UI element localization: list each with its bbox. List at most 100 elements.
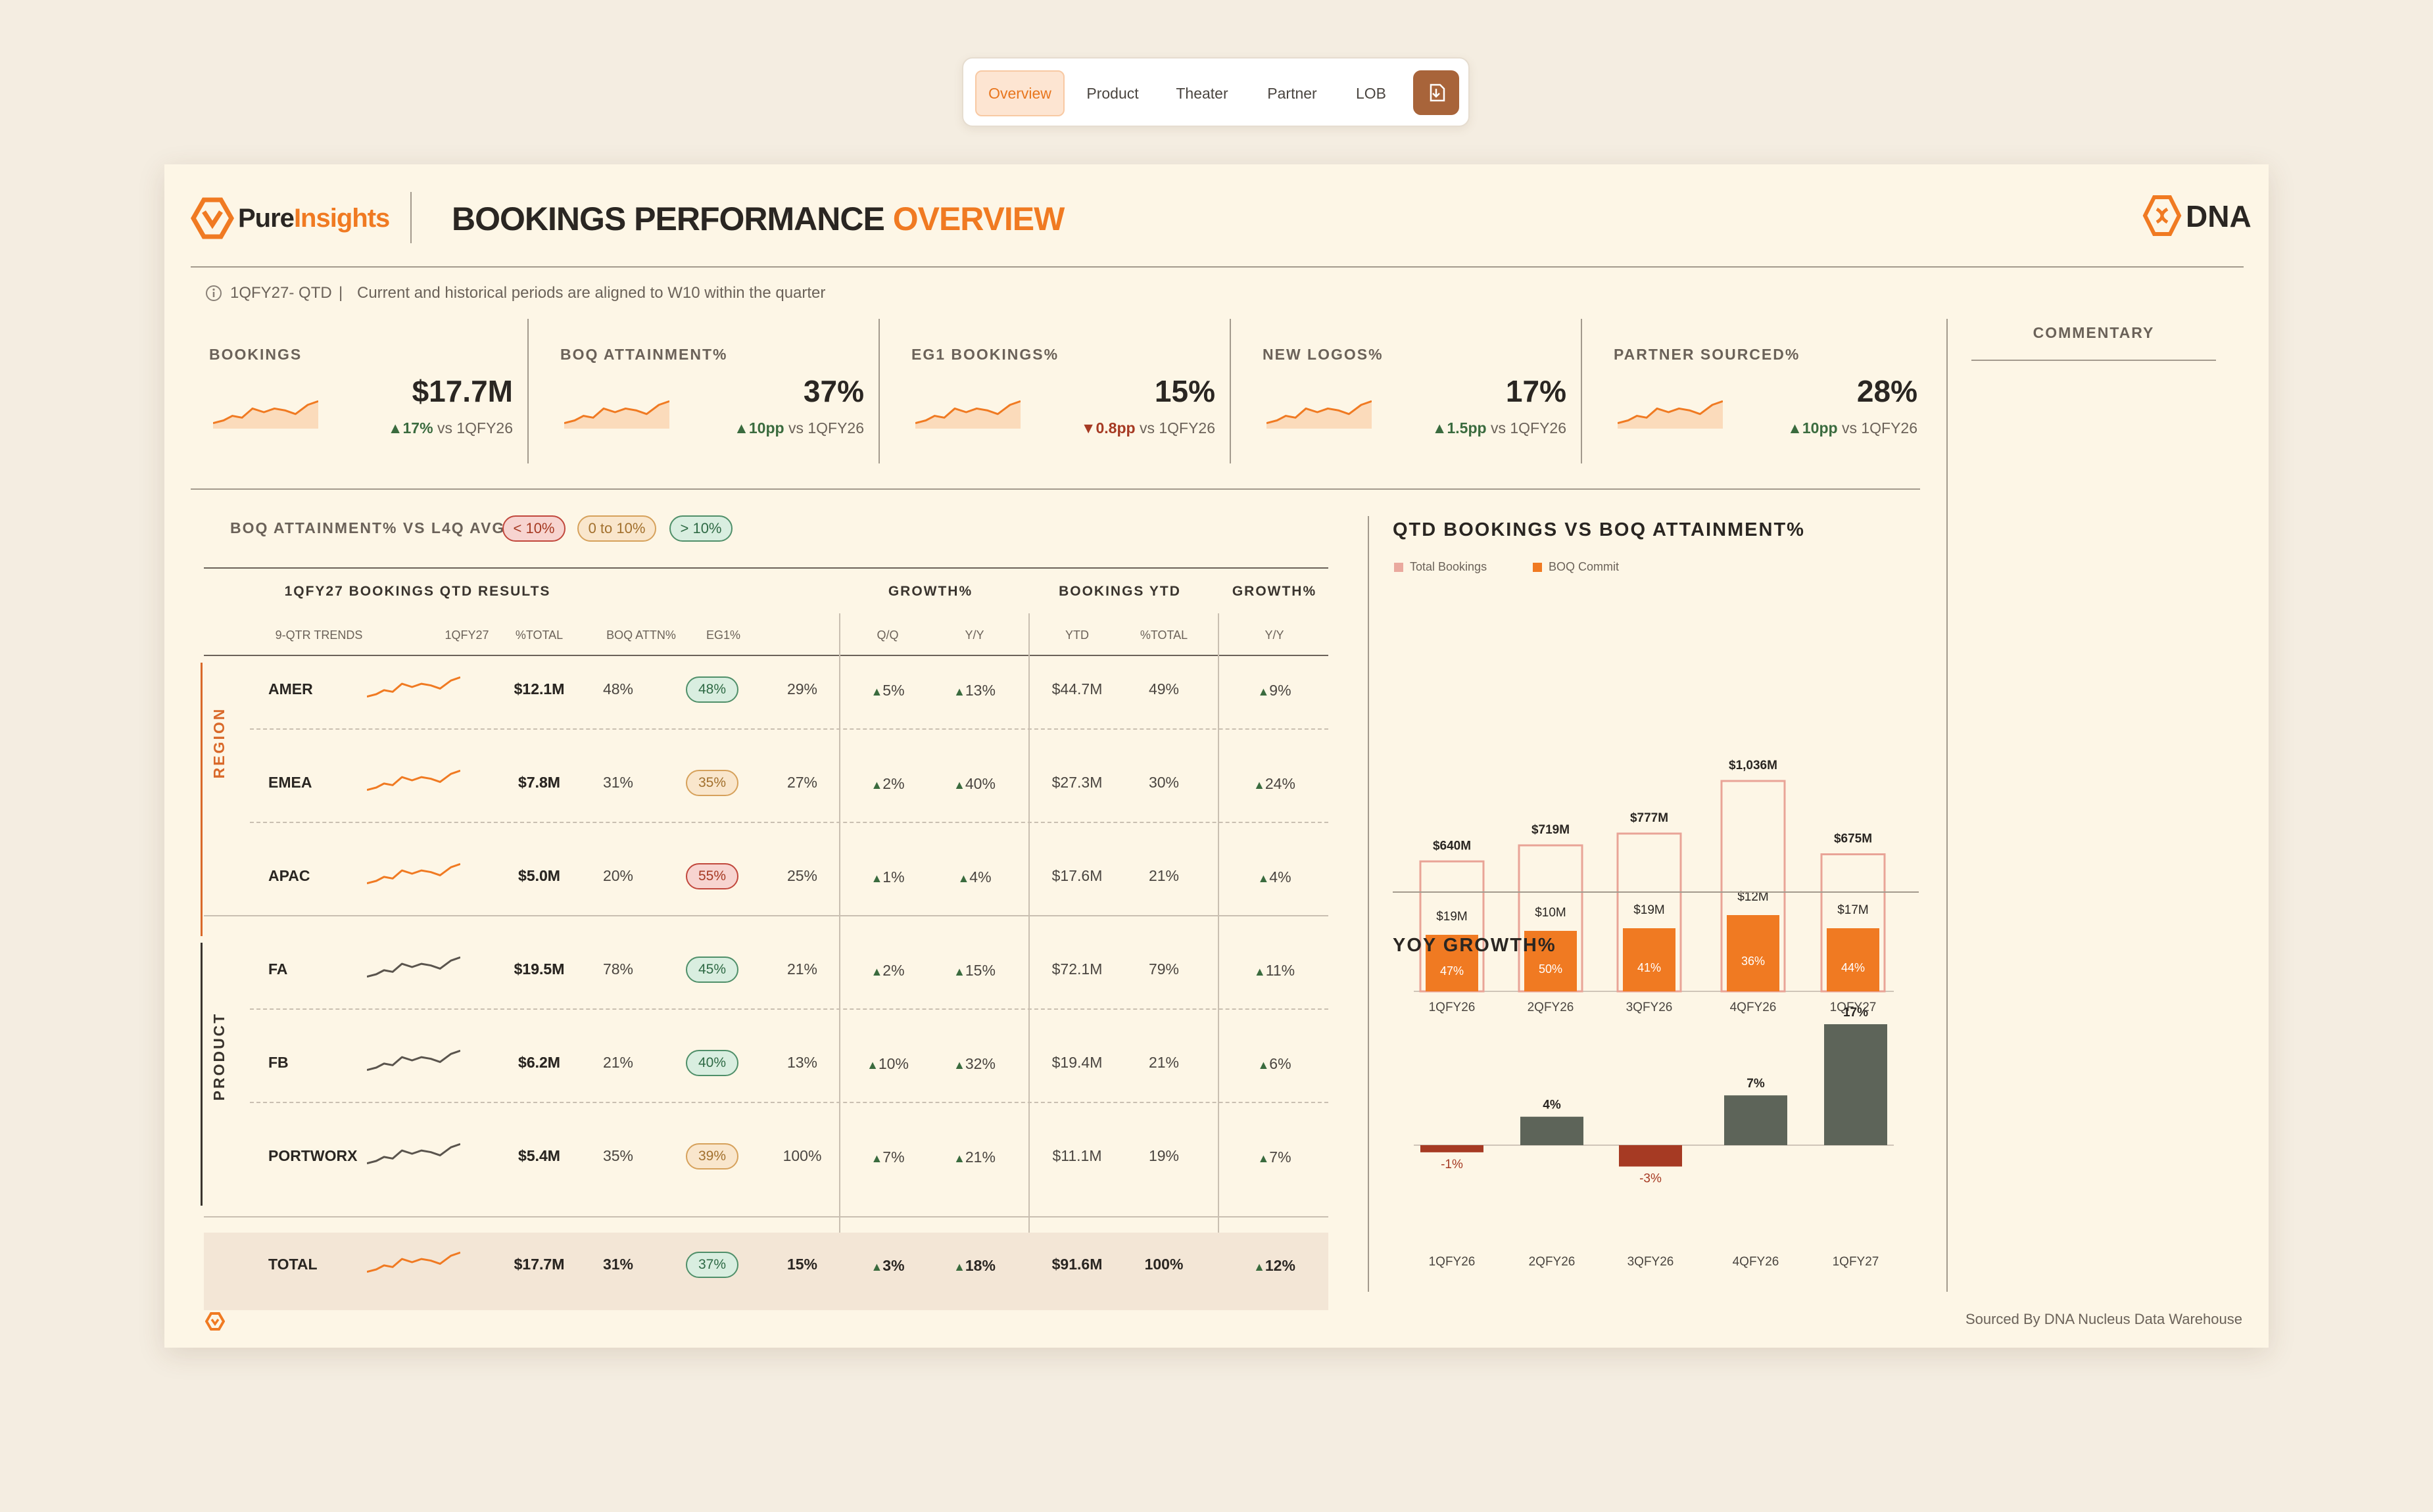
cell-ytd-pct: 49%: [1148, 680, 1180, 697]
row-separator: [204, 915, 1328, 916]
cell-ytd: $91.6M: [1051, 1256, 1103, 1273]
row-sparkline: [367, 766, 460, 798]
up-arrow-icon: ▲: [1257, 1058, 1270, 1072]
region-section-bar: [201, 663, 203, 936]
cell-yy-growth: ▲13%: [928, 682, 1021, 699]
boq-attainment-pill: 55%: [686, 863, 738, 889]
export-button[interactable]: [1413, 70, 1459, 115]
boq-attainment-pct-label: 44%: [1841, 961, 1865, 974]
cell-pct-total: 21%: [602, 1054, 634, 1071]
growth-value: 5%: [882, 682, 905, 699]
dna-brand: DNA: [2186, 199, 2252, 233]
cell-ytd: $11.1M: [1052, 1147, 1102, 1164]
kpi-sparkline: [1266, 396, 1372, 432]
growth-value: 10%: [878, 1055, 909, 1072]
period-label: 1QFY27- QTD: [230, 284, 332, 302]
boq-attainment-pill: 39%: [686, 1143, 738, 1169]
column-header: Y/Y: [1265, 628, 1284, 642]
charts-rule: [1393, 891, 1919, 893]
kpi-delta: ▲10pp vs 1QFY26: [667, 419, 864, 437]
growth-value: 4%: [969, 868, 992, 886]
yoy-growth-bar[interactable]: [1724, 1095, 1787, 1145]
growth-value: 9%: [1269, 682, 1291, 699]
boq-commit-bar[interactable]: [1524, 931, 1577, 991]
cell-qq-growth: ▲3%: [842, 1257, 934, 1275]
yoy-growth-bar[interactable]: [1420, 1145, 1483, 1152]
row-sparkline-svg: [367, 766, 460, 795]
cell-qtd: $5.0M: [518, 867, 560, 884]
cell-ytd: $44.7M: [1051, 680, 1103, 697]
boq-commit-bar[interactable]: [1426, 935, 1478, 991]
up-arrow-icon: ▲: [871, 965, 883, 978]
cell-eg1: 27%: [786, 774, 818, 791]
yoy-growth-bar[interactable]: [1619, 1145, 1682, 1167]
kpi-label: NEW LOGOS%: [1263, 346, 1384, 363]
legend-total-label: Total Bookings: [1410, 560, 1487, 573]
growth-value: 4%: [1269, 868, 1291, 886]
yoy-growth-label: 17%: [1843, 1006, 1868, 1020]
boq-commit-bar[interactable]: [1827, 928, 1879, 991]
kpi-delta-value: 17%: [402, 419, 433, 437]
up-arrow-icon: ▲: [871, 1152, 883, 1165]
tab-lob[interactable]: LOB: [1355, 84, 1387, 102]
kpi-label: PARTNER SOURCED%: [1614, 346, 1800, 363]
x-tick-label: 4QFY26: [1730, 1001, 1777, 1014]
yoy-growth-bar[interactable]: [1824, 1024, 1887, 1145]
boq-commit-label: $17M: [1837, 903, 1869, 917]
tab-product[interactable]: Product: [1086, 84, 1139, 102]
legend-chip-low: < 10%: [502, 515, 566, 542]
yoy-growth-bar[interactable]: [1520, 1116, 1583, 1145]
yoy-chart-title: YOY GROWTH%: [1393, 935, 1556, 956]
info-icon[interactable]: [205, 285, 222, 305]
boq-commit-bar[interactable]: [1727, 915, 1779, 991]
kpi-delta: ▲17% vs 1QFY26: [316, 419, 513, 437]
up-arrow-icon: ▲: [871, 872, 883, 885]
cell-qtd: $7.8M: [518, 774, 560, 791]
cell-eg1: 21%: [786, 960, 818, 978]
period-separator: |: [339, 284, 343, 302]
yoy-growth-label: 7%: [1746, 1077, 1765, 1091]
up-arrow-icon: ▲: [957, 872, 970, 885]
tab-theater[interactable]: Theater: [1176, 84, 1228, 102]
view-tab-bar: Overview Product Theater Partner LOB: [962, 57, 1470, 127]
kpi-compare: vs 1QFY26: [1139, 419, 1215, 437]
cell-qq-growth: ▲1%: [842, 868, 934, 886]
cell-pct-total: 31%: [602, 1256, 634, 1273]
tab-partner[interactable]: Partner: [1267, 84, 1317, 102]
cell-ytd-growth: ▲6%: [1222, 1055, 1327, 1073]
row-separator: [204, 1216, 1328, 1217]
boq-attainment-pct-label: 50%: [1539, 962, 1562, 976]
kpi-delta: ▲10pp vs 1QFY26: [1720, 419, 1917, 437]
cell-qq-growth: ▲2%: [842, 962, 934, 980]
x-tick-label: 1QFY27: [1830, 1001, 1877, 1014]
legend-total-swatch: [1394, 563, 1403, 572]
cell-qtd: $19.5M: [514, 960, 565, 978]
row-name: FB: [268, 1054, 289, 1071]
up-arrow-icon: ▲: [1253, 965, 1266, 978]
cell-ytd-pct: 21%: [1148, 867, 1180, 884]
up-arrow-icon: ▲: [953, 778, 965, 791]
cell-qtd: $17.7M: [514, 1256, 565, 1273]
total-row-bg: [204, 1233, 1328, 1310]
growth-value: 6%: [1269, 1055, 1291, 1072]
header-rule: [191, 266, 2244, 268]
x-tick-label: 4QFY26: [1733, 1255, 1779, 1269]
kpi-compare: vs 1QFY26: [1490, 419, 1566, 437]
cell-eg1: 29%: [786, 680, 818, 697]
row-name: EMEA: [268, 774, 312, 791]
cell-qtd: $12.1M: [514, 680, 565, 697]
period-note: Current and historical periods are align…: [357, 284, 826, 302]
tab-overview[interactable]: Overview: [975, 70, 1065, 116]
kpi-sparkline: [213, 396, 318, 432]
boq-commit-bar[interactable]: [1623, 928, 1675, 991]
cell-eg1: 15%: [786, 1256, 818, 1273]
kpi-delta: ▼0.8pp vs 1QFY26: [1018, 419, 1215, 437]
kpi-value: 37%: [803, 374, 864, 408]
growth-value: 32%: [965, 1055, 996, 1072]
up-arrow-icon: ▲: [1253, 1260, 1265, 1273]
up-arrow-icon: ▲: [867, 1058, 879, 1072]
cell-ytd: $72.1M: [1051, 960, 1103, 978]
growth-value: 15%: [965, 962, 996, 979]
commentary-title: COMMENTARY: [2033, 324, 2155, 341]
kpi-sparkline: [915, 396, 1021, 432]
